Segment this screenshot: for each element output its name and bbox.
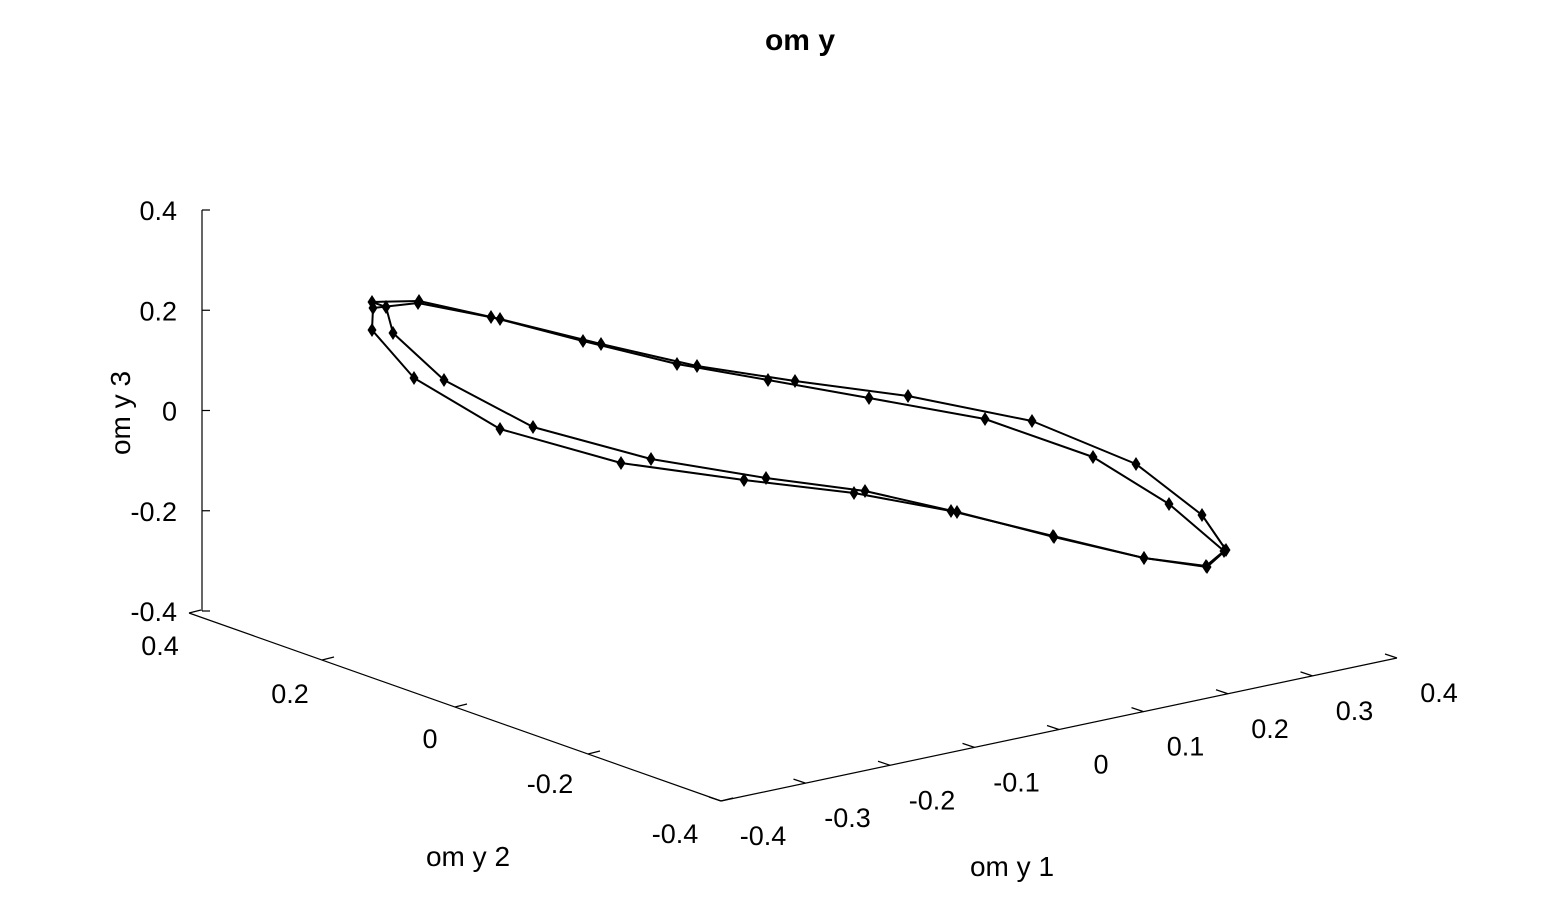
z-tick-label: 0.2	[139, 296, 177, 326]
y-tick-label: 0.2	[271, 679, 309, 709]
y-tick	[188, 609, 202, 614]
x-tick-label: 0.2	[1251, 714, 1289, 744]
data-point	[1221, 543, 1231, 557]
data-point	[439, 373, 449, 387]
data-point	[495, 422, 505, 436]
data-point	[692, 359, 702, 373]
y-tick	[720, 797, 734, 802]
x-tick-label: 0.3	[1336, 696, 1374, 726]
data-point	[388, 326, 398, 340]
data-point	[1139, 551, 1149, 565]
x-tick	[708, 796, 722, 802]
data-point	[1048, 529, 1058, 543]
data-point	[849, 486, 859, 500]
chart-title: om y	[765, 24, 835, 57]
data-point	[1088, 450, 1098, 464]
z-axis-title: om y 3	[105, 371, 136, 455]
data-point	[413, 296, 423, 310]
x-axis-title: om y 1	[970, 851, 1054, 882]
y-tick-label: 0.4	[141, 631, 179, 661]
y-tick-label: 0	[422, 724, 437, 754]
data-point	[763, 373, 773, 387]
data-point	[739, 473, 749, 487]
data-point	[495, 312, 505, 326]
x-tick	[1131, 707, 1144, 713]
x-tick-label: -0.1	[993, 767, 1040, 797]
data-point	[1027, 414, 1037, 428]
data-point	[946, 504, 956, 518]
data-point	[980, 412, 990, 426]
data-point	[1202, 560, 1212, 574]
data-point	[528, 420, 538, 434]
data-point	[616, 456, 626, 470]
series-layer	[367, 294, 1231, 574]
data-point	[672, 357, 682, 371]
data-point	[864, 391, 874, 405]
x-tick-label: 0.1	[1167, 732, 1205, 762]
x-tick	[962, 742, 975, 748]
y-axis-title: om y 2	[426, 841, 510, 872]
x-tick-label: 0.4	[1420, 678, 1458, 708]
data-point	[1197, 508, 1207, 522]
data-point	[646, 452, 656, 466]
x-tick-label: -0.4	[740, 821, 787, 851]
x-tick	[793, 778, 806, 784]
data-point	[367, 323, 377, 337]
ticks	[188, 209, 1398, 802]
x-tick	[877, 760, 891, 766]
z-tick-label: 0	[162, 397, 177, 427]
y-tick-label: -0.4	[652, 819, 699, 849]
z-tick-label: 0.4	[139, 196, 177, 226]
z-tick-label: -0.2	[130, 497, 177, 527]
y-tick	[587, 750, 601, 755]
x-tick	[1046, 724, 1060, 731]
data-point	[409, 371, 419, 385]
y-tick	[321, 656, 335, 661]
tick-labels: -0.4 -0.2 0 0.2 0.4 -0.4 -0.2 0 0.2 0.4 -0.4 -0.3 -0…	[130, 196, 1457, 851]
x-tick	[1215, 689, 1229, 695]
data-point	[1131, 457, 1141, 471]
data-point	[1164, 497, 1174, 511]
data-point	[790, 374, 800, 388]
data-point	[903, 389, 913, 403]
x-tick-label: -0.3	[824, 803, 871, 833]
x-tick-label: -0.2	[909, 785, 956, 815]
data-point	[578, 334, 588, 348]
z-tick-label: -0.4	[130, 597, 177, 627]
series-line-2	[371, 302, 1227, 568]
y-tick-label: -0.2	[527, 769, 574, 799]
x-tick	[1300, 671, 1313, 677]
x-tick	[1384, 653, 1398, 659]
data-point	[596, 337, 606, 351]
data-point	[368, 301, 378, 315]
y-tick	[454, 703, 468, 708]
x-tick-label: 0	[1093, 750, 1108, 780]
